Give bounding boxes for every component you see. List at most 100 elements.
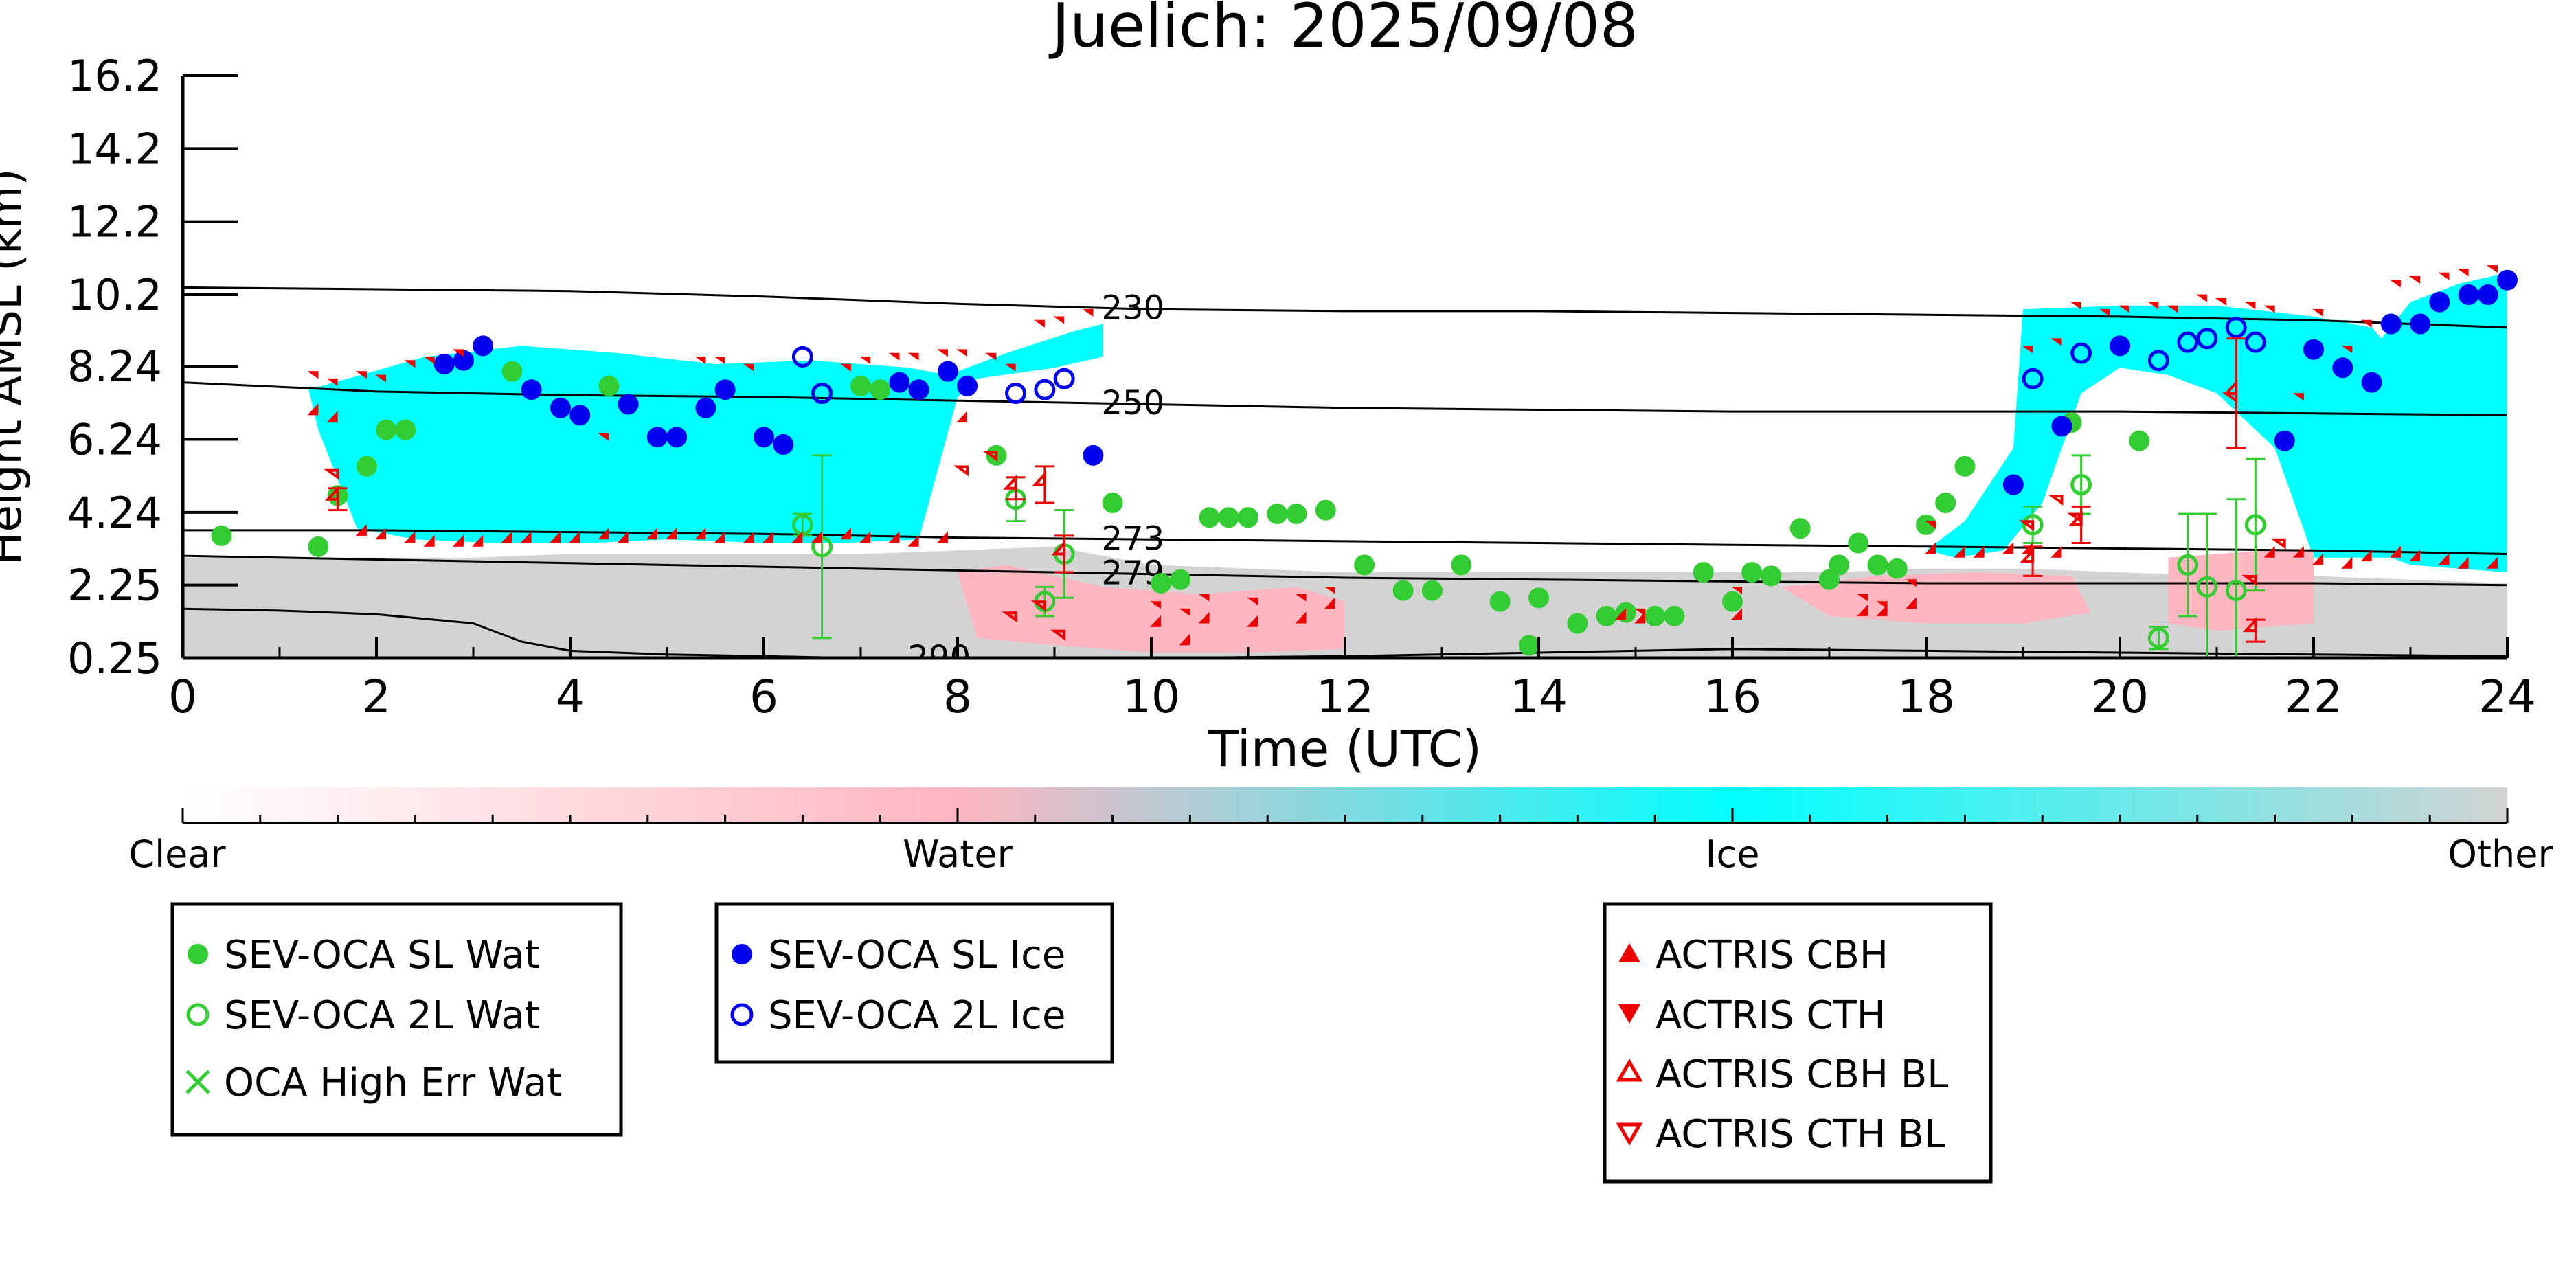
marker-actris-cbh-49 [2341, 556, 2353, 569]
marker-actris-cth-53 [2486, 265, 2498, 273]
marker-sev-oca-sl-wat-43 [1935, 493, 1956, 513]
marker-actris-cbh-38 [1876, 604, 1888, 616]
marker-actris-cbh-34 [1614, 608, 1626, 620]
y-tick-label-2: 12.2 [67, 197, 162, 247]
marker-sev-oca-sl-ice-15 [937, 361, 958, 382]
marker-actris-cbh-39 [1905, 597, 1917, 609]
marker-actris-cth-47 [2341, 346, 2353, 354]
marker-sev-oca-sl-ice-19 [2051, 416, 2072, 437]
marker-actris-cbh-6 [452, 534, 464, 547]
marker-actris-cth-bl-7 [2048, 495, 2064, 506]
marker-sev-oca-sl-ice-17 [1083, 444, 1104, 466]
marker-sev-oca-sl-ice-12 [773, 434, 794, 455]
legend-symbol-sl-wat [188, 944, 208, 964]
legend-ice-box [714, 902, 1114, 1064]
marker-sev-oca-sl-ice-6 [618, 394, 639, 415]
legend-actris-box [1603, 902, 1993, 1184]
marker-sev-oca-sl-wat-13 [1170, 569, 1191, 590]
marker-sev-oca-2l-ice-5 [2022, 368, 2044, 389]
marker-sev-oca-sl-ice-29 [2477, 284, 2498, 305]
marker-sev-oca-sl-ice-9 [695, 397, 716, 418]
marker-actris-cbh-21 [811, 531, 822, 543]
marker-actris-cbh-1 [326, 411, 338, 423]
marker-sev-oca-sl-wat-0 [211, 525, 232, 546]
marker-sev-oca-sl-ice-13 [889, 372, 910, 393]
marker-actris-cth-39 [2147, 302, 2159, 310]
marker-actris-cth-bl-4 [1030, 600, 1046, 612]
x-tick-label-1: 2 [362, 670, 391, 723]
marker-actris-cbh-40 [1925, 542, 1936, 554]
legend-label-cth-bl: ACTRIS CTH BL [1656, 1112, 1945, 1157]
marker-sev-oca-sl-ice-21 [2274, 430, 2295, 451]
marker-actris-cth-48 [2360, 319, 2372, 328]
marker-sev-oca-sl-ice-18 [2002, 474, 2024, 495]
y-tick-label-6: 4.24 [67, 488, 162, 538]
marker-actris-cth-40 [2167, 305, 2178, 313]
phase-colorbar: Clear Water Ice Other [128, 787, 2553, 876]
y-tick-label-4: 8.24 [67, 341, 162, 392]
marker-sev-oca-2l-ice-11 [2244, 331, 2266, 353]
legend-water: SEV-OCA SL Wat SEV-OCA 2L Wat OCA High E… [170, 902, 623, 1137]
legend-symbol-2l-ice [730, 1003, 754, 1026]
y-tick-label-5: 6.24 [67, 415, 162, 465]
marker-sev-oca-2l-ice-9 [2196, 328, 2218, 350]
marker-actris-cth-31 [1876, 601, 1888, 609]
marker-actris-cth-14 [907, 352, 919, 361]
colorbar-label-water: Water [903, 833, 1013, 876]
marker-sev-oca-sl-wat-9 [870, 379, 891, 400]
marker-actris-cth-21 [1082, 308, 1094, 317]
marker-sev-oca-sl-wat-1 [308, 536, 329, 557]
legend-symbol-cth [1618, 1004, 1640, 1024]
marker-sev-oca-sl-wat-30 [1645, 605, 1666, 626]
isotherm-273 [183, 529, 2507, 555]
marker-actris-cth-13 [888, 352, 900, 361]
marker-sev-oca-2l-ice-6 [2070, 342, 2092, 364]
marker-sev-oca-sl-wat-18 [1286, 504, 1307, 524]
marker-actris-cbh-23 [859, 531, 871, 543]
marker-actris-cbh-28 [1150, 615, 1162, 627]
marker-sev-oca-sl-ice-8 [666, 427, 688, 448]
x-tick-label-9: 18 [1897, 670, 1955, 723]
marker-sev-oca-2l-ice-0 [791, 346, 813, 368]
marker-actris-cth-23 [1179, 608, 1190, 616]
marker-actris-cbh-42 [1973, 545, 1985, 558]
marker-sev-oca-sl-wat-35 [1761, 565, 1782, 587]
legend-symbol-cbh [1618, 943, 1640, 962]
marker-actris-cbh-48 [2312, 553, 2324, 565]
isotherm-290 [183, 607, 2507, 658]
marker-actris-cbh-4 [404, 531, 416, 543]
marker-sev-oca-2l-ice-8 [2177, 331, 2199, 353]
marker-actris-cth-11 [839, 363, 851, 372]
marker-sev-oca-sl-wat-28 [1596, 605, 1617, 626]
marker-actris-cth-8 [694, 357, 706, 365]
isotherm-label-230: 230 [1102, 289, 1165, 327]
marker-actris-cth-51 [2438, 272, 2450, 280]
marker-actris-cth-19 [1033, 319, 1045, 328]
marker-sev-oca-2l-ice-4 [1053, 368, 1075, 389]
marker-actris-cbh-41 [1954, 545, 1965, 558]
marker-actris-cbh-9 [520, 531, 532, 543]
x-tick-label-0: 0 [168, 670, 197, 723]
marker-sev-oca-sl-wat-8 [850, 375, 871, 396]
marker-sev-oca-sl-ice-11 [754, 427, 774, 448]
marker-sev-oca-sl-ice-14 [908, 379, 929, 400]
marker-sev-oca-sl-wat-14 [1199, 507, 1220, 528]
marker-actris-cbh-16 [694, 528, 706, 540]
marker-actris-cbh-53 [2438, 553, 2450, 565]
legend-label-2l-ice: SEV-OCA 2L Ice [768, 993, 1065, 1038]
isotherm-250 [183, 381, 2507, 416]
x-tick-label-10: 20 [2091, 670, 2149, 723]
marker-sev-oca-sl-wat-22 [1421, 580, 1443, 601]
marker-actris-cth-49 [2389, 280, 2401, 288]
legend-symbol-sl-ice [732, 944, 752, 964]
isotherm-label-290: 290 [908, 639, 971, 677]
marker-sev-oca-sl-ice-5 [569, 405, 591, 426]
marker-sev-oca-sl-wat-37 [1819, 569, 1840, 590]
marker-actris-cth-36 [2070, 302, 2081, 310]
marker-sev-oca-2l-wat-7 [2147, 627, 2169, 649]
marker-actris-cbh-8 [501, 531, 512, 543]
marker-sev-oca-2l-ice-3 [1034, 379, 1056, 400]
